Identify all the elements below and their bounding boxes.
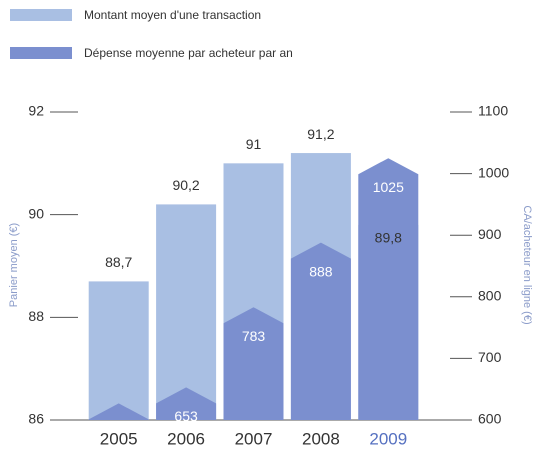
- arrow-bar: [223, 307, 284, 420]
- y2-tick-label: 1000: [478, 164, 509, 180]
- value-label: 888: [309, 263, 333, 279]
- arrow-bar: [88, 403, 149, 420]
- y-tick-label: 88: [28, 308, 44, 324]
- legend-swatch: [10, 47, 72, 59]
- x-tick-label: 2007: [235, 429, 273, 448]
- y-axis-title: Panier moyen (€): [8, 223, 20, 307]
- y2-axis-title: CA/acheteur en ligne (€): [521, 205, 533, 324]
- legend-swatch: [10, 9, 72, 21]
- arrow-bar: [358, 158, 419, 420]
- x-tick-label: 2009: [369, 429, 407, 448]
- y2-tick-label: 600: [478, 411, 502, 427]
- bar: [88, 281, 149, 420]
- value-label: 1025: [373, 179, 404, 195]
- value-label: 783: [242, 328, 266, 344]
- arrow-bar: [156, 387, 217, 420]
- value-label: 90,2: [172, 177, 199, 193]
- legend-label: Montant moyen d'une transaction: [84, 8, 261, 22]
- value-label: 88,7: [105, 254, 132, 270]
- value-label: 627: [107, 424, 131, 440]
- value-label: 91,2: [307, 126, 334, 142]
- y2-tick-label: 800: [478, 288, 502, 304]
- y-tick-label: 86: [28, 411, 44, 427]
- y-tick-label: 90: [28, 205, 44, 221]
- value-label: 653: [174, 408, 198, 424]
- x-tick-label: 2008: [302, 429, 340, 448]
- value-label: 89,8: [375, 230, 402, 246]
- y-tick-label: 92: [28, 103, 44, 119]
- arrow-bar: [290, 242, 351, 420]
- x-tick-label: 2005: [100, 429, 138, 448]
- x-tick-label: 2006: [167, 429, 205, 448]
- legend-label: Dépense moyenne par acheteur par an: [84, 46, 293, 60]
- value-label: 91: [246, 136, 262, 152]
- y2-tick-label: 1100: [478, 103, 508, 119]
- y2-tick-label: 700: [478, 349, 502, 365]
- bar: [156, 204, 217, 420]
- y2-tick-label: 900: [478, 226, 502, 242]
